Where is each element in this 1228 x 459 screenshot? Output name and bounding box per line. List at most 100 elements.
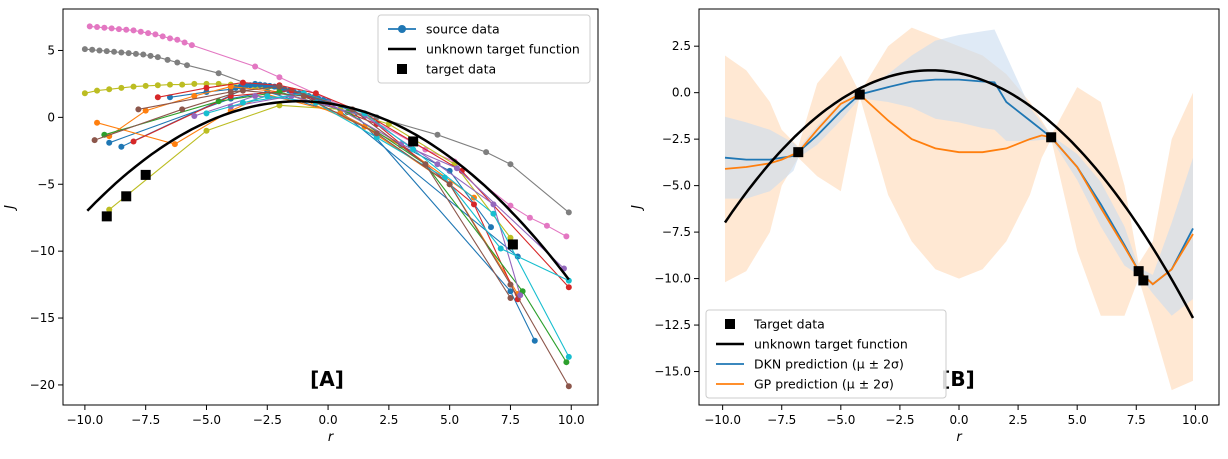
source-series-0-point-23 — [563, 233, 569, 239]
target-point-4 — [1138, 275, 1148, 285]
source-series-15-point-5 — [566, 354, 572, 360]
source-series-1-point-2 — [96, 47, 102, 53]
source-series-0-point-1 — [94, 24, 100, 30]
target-point-1 — [121, 191, 131, 201]
source-series-0-point-3 — [109, 25, 115, 31]
x-tick-label-5: 2.5 — [1009, 413, 1028, 427]
y-tick-label-0: 5 — [47, 43, 55, 57]
x-tick-label-5: 2.5 — [379, 413, 398, 427]
panel-a: −10.0 −7.5 −5.0 −2.5 0.0 2.5 5.0 7.5 10.050−5−10… — [3, 9, 598, 445]
source-series-6-point-5 — [488, 224, 494, 230]
target-point-2 — [141, 170, 151, 180]
legend-label-3: GP prediction (μ ± 2σ) — [754, 377, 894, 392]
x-tick-label-4: 0.0 — [319, 413, 338, 427]
source-series-17-point-1 — [228, 89, 234, 95]
source-series-10-point-0 — [131, 138, 137, 144]
source-series-1-point-20 — [483, 149, 489, 155]
legend-label-2: DKN prediction (μ ± 2σ) — [754, 357, 904, 372]
source-series-2-point-1 — [94, 88, 100, 94]
source-series-0-point-10 — [160, 33, 166, 39]
x-tick-label-6: 5.0 — [440, 413, 459, 427]
source-series-12-point-0 — [191, 113, 197, 119]
source-series-1-point-19 — [435, 132, 441, 138]
source-series-0-point-15 — [252, 64, 258, 70]
x-tick-label-3: −2.5 — [885, 413, 914, 427]
source-series-6-point-0 — [106, 140, 112, 146]
source-series-16-point-6 — [507, 282, 513, 288]
y-tick-label-1: 0 — [47, 110, 55, 124]
target-point-0 — [102, 211, 112, 221]
source-series-1-point-12 — [174, 60, 180, 66]
source-series-9-point-1 — [203, 85, 209, 91]
y-tick-label-6: −12.5 — [654, 318, 691, 332]
source-series-2-point-2 — [106, 86, 112, 92]
source-series-14-point-5 — [498, 245, 504, 251]
source-series-1-point-22 — [566, 209, 572, 215]
x-tick-label-8: 10.0 — [1182, 413, 1209, 427]
x-tick-label-2: −5.0 — [192, 413, 221, 427]
source-series-15-line — [243, 93, 569, 357]
source-series-17-point-4 — [422, 161, 428, 167]
source-series-2-point-3 — [118, 85, 124, 91]
x-tick-label-0: −10.0 — [704, 413, 741, 427]
y-tick-label-3: −5.0 — [662, 179, 691, 193]
source-series-17-point-5 — [507, 295, 513, 301]
source-series-1-point-7 — [133, 51, 139, 57]
source-series-0-point-0 — [87, 23, 93, 29]
source-series-11-line — [104, 92, 566, 362]
legend-swatch-2 — [397, 64, 407, 74]
source-series-1-point-13 — [184, 62, 190, 68]
target-point-4 — [508, 239, 518, 249]
x-tick-label-0: −10.0 — [66, 413, 103, 427]
legend-marker-0 — [398, 25, 406, 33]
target-point-0 — [793, 147, 803, 157]
y-tick-label-5: −20 — [30, 378, 55, 392]
source-series-0-point-21 — [527, 215, 533, 221]
source-series-6-line — [109, 92, 491, 227]
source-series-9-point-7 — [566, 284, 572, 290]
source-series-5-point-0 — [118, 144, 124, 150]
source-series-16-point-0 — [92, 137, 98, 143]
target-point-3 — [1134, 266, 1144, 276]
source-series-14-point-0 — [203, 110, 209, 116]
source-series-10-line — [134, 91, 518, 300]
source-series-3-point-1 — [203, 128, 209, 134]
source-series-2-point-9 — [191, 81, 197, 87]
x-tick-label-1: −7.5 — [767, 413, 796, 427]
source-series-1-point-1 — [89, 47, 95, 53]
panel-b: −10.0 −7.5 −5.0 −2.5 0.0 2.5 5.0 7.5 10.02.50.0−… — [630, 9, 1219, 445]
source-series-1-point-14 — [216, 70, 222, 76]
y-tick-label-0: 2.5 — [672, 39, 691, 53]
y-tick-label-1: 0.0 — [672, 86, 691, 100]
source-series-15-point-0 — [240, 100, 246, 106]
source-series-0-point-2 — [101, 25, 107, 31]
source-series-5-point-5 — [532, 338, 538, 344]
source-series-8-point-1 — [172, 141, 178, 147]
y-tick-label-2: −2.5 — [662, 132, 691, 146]
x-axis-label: r — [956, 430, 963, 445]
target-point-1 — [855, 90, 865, 100]
source-series-9-point-4 — [313, 90, 319, 96]
y-tick-label-5: −10.0 — [654, 272, 691, 286]
x-tick-label-1: −7.5 — [131, 413, 160, 427]
source-series-0-point-12 — [174, 37, 180, 43]
panel-label: [A] — [310, 367, 344, 391]
legend-label-1: unknown target function — [754, 337, 908, 352]
x-tick-label-7: 7.5 — [1127, 413, 1146, 427]
source-series-1-point-5 — [118, 49, 124, 55]
source-series-1-point-4 — [111, 49, 117, 55]
source-series-16-point-5 — [447, 181, 453, 187]
source-series-12-point-1 — [252, 93, 258, 99]
source-series-17-point-2 — [276, 84, 282, 90]
source-series-1-point-10 — [155, 54, 161, 60]
source-series-0-point-11 — [167, 35, 173, 41]
source-series-15-point-4 — [490, 211, 496, 217]
source-series-0-point-8 — [145, 30, 151, 36]
source-series-1-point-0 — [82, 46, 88, 52]
source-series-8-point-0 — [94, 120, 100, 126]
source-series-9-point-0 — [155, 94, 161, 100]
x-tick-label-3: −2.5 — [253, 413, 282, 427]
source-series-2-point-5 — [143, 83, 149, 89]
legend: source data unknown target function target… — [378, 15, 590, 83]
